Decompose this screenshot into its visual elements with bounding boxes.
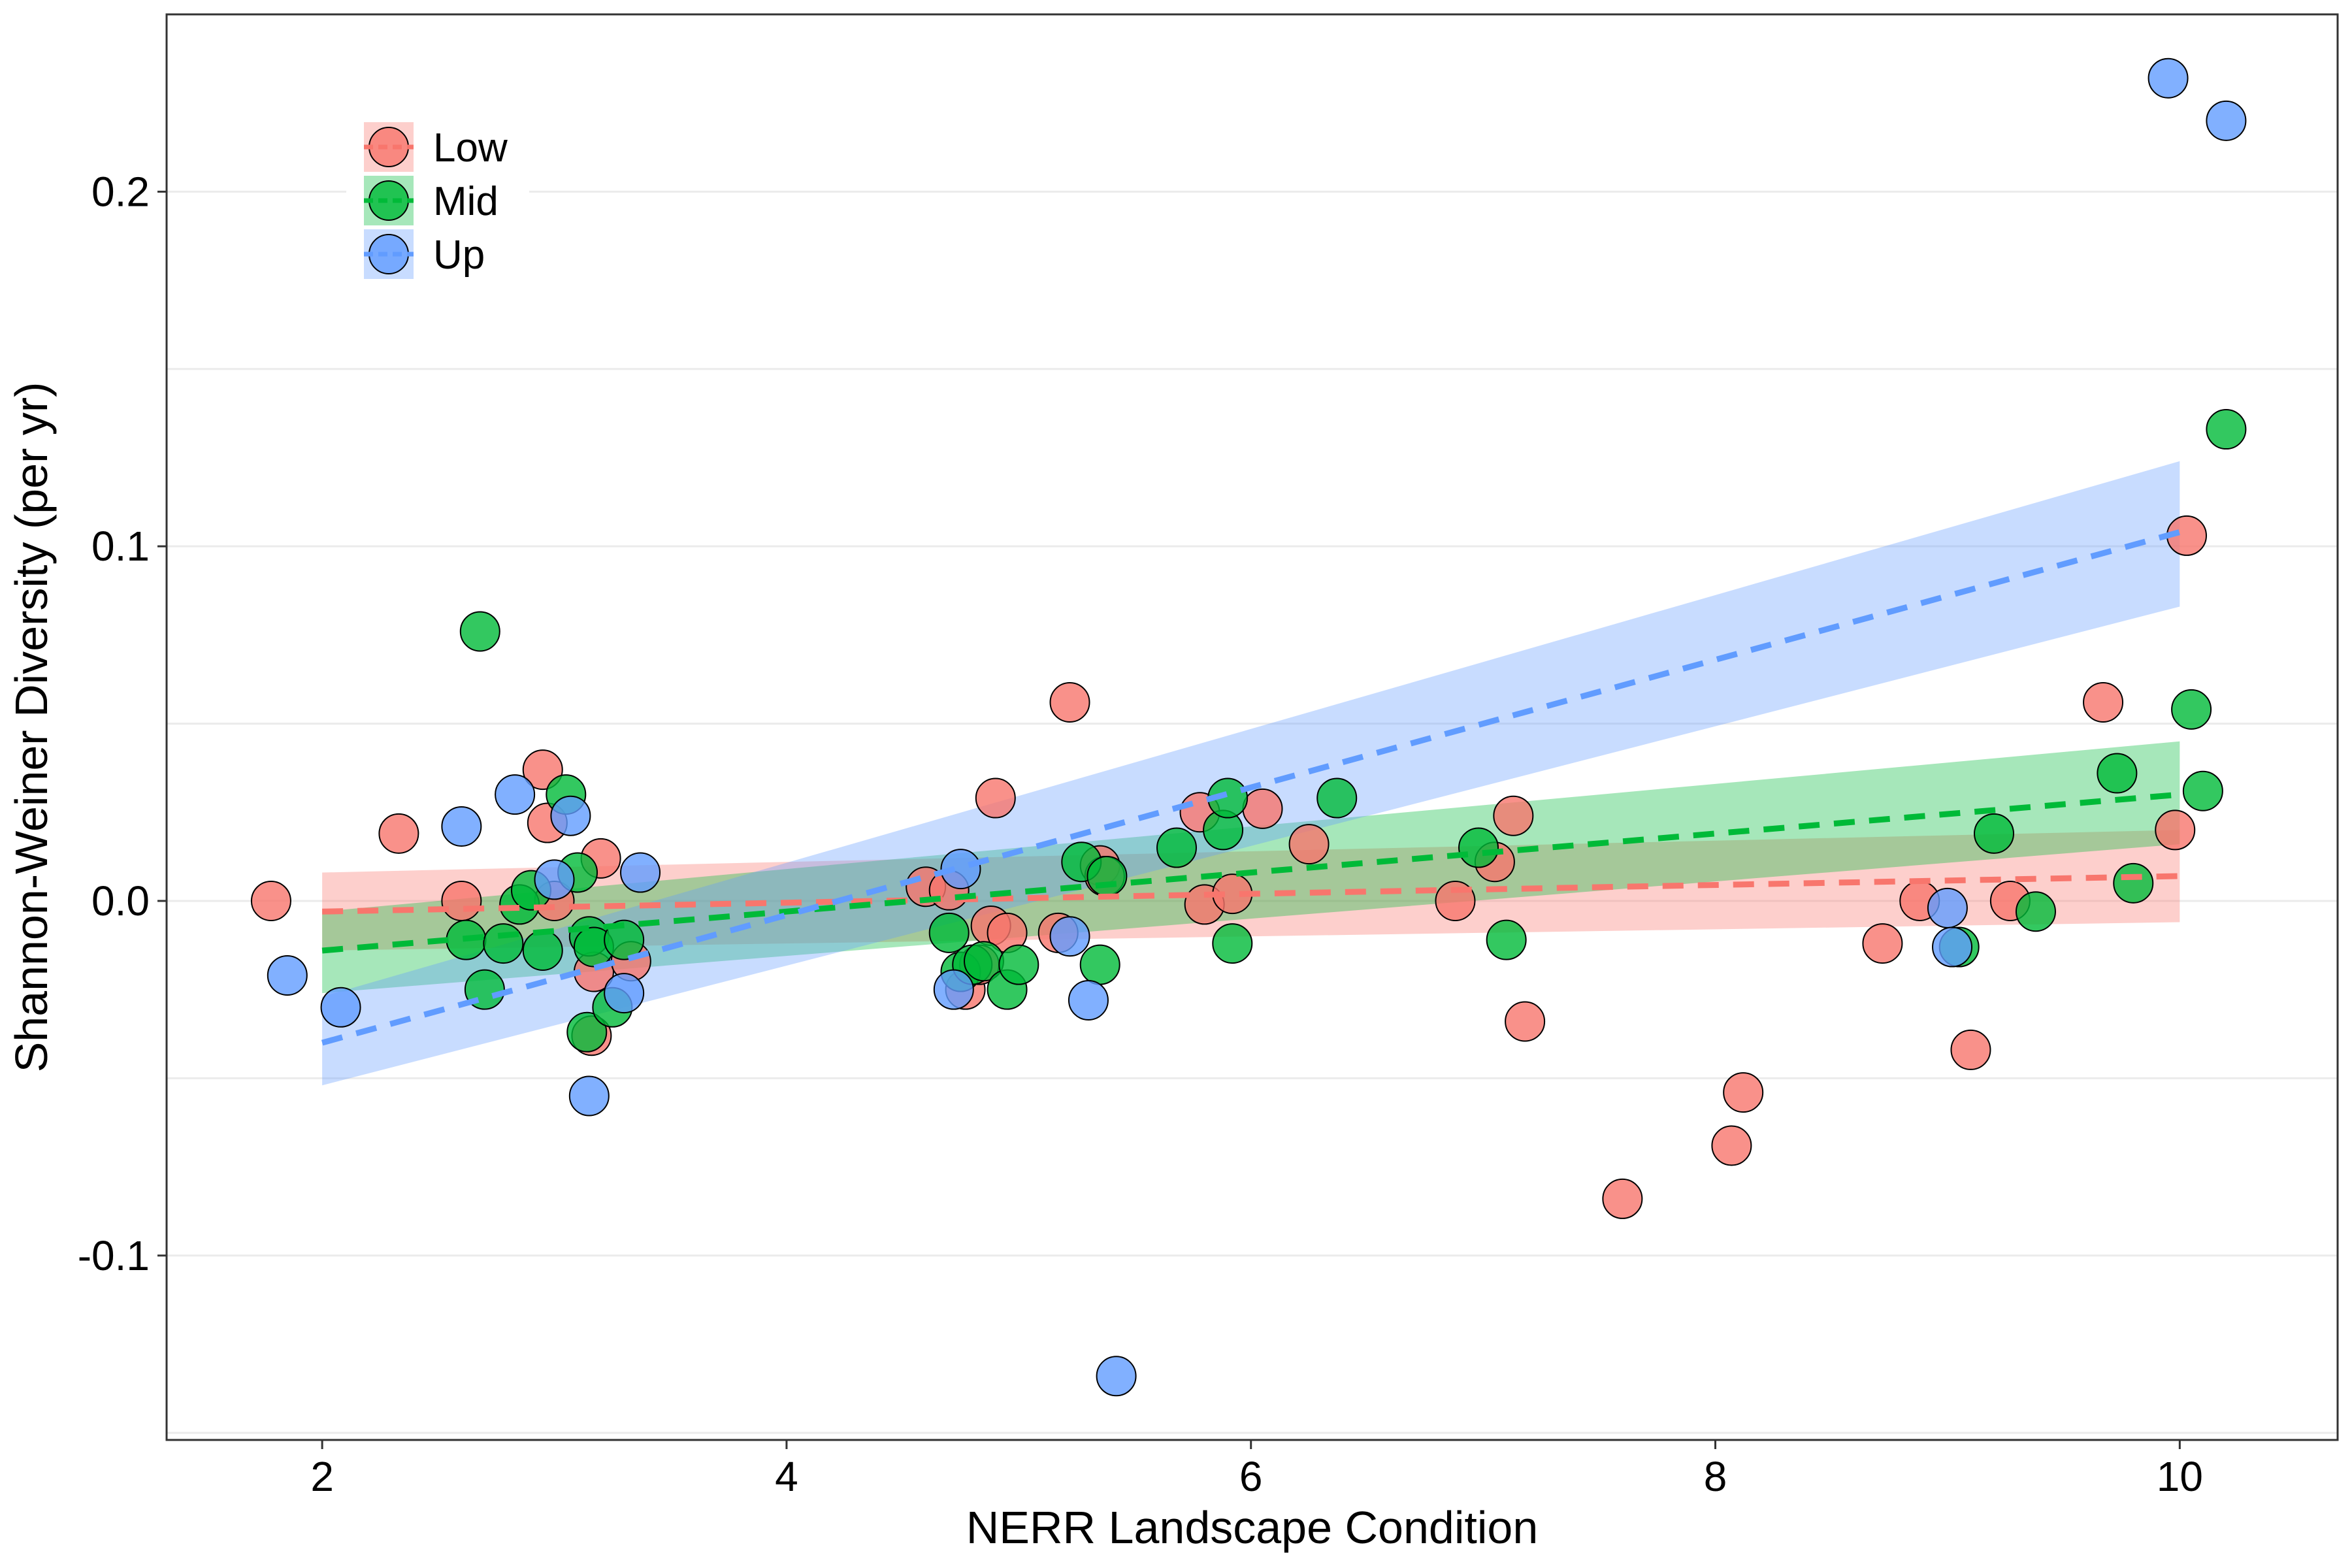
point-low: [2155, 809, 2196, 851]
point-up: [940, 849, 981, 890]
point-low: [975, 777, 1016, 819]
axes: 2 4 6 8 10 -0.1 0.0 0.1 0.2: [78, 168, 2203, 1500]
y-axis-title: Shannon-Weiner Diversity (per yr): [6, 382, 57, 1073]
point-mid: [1458, 827, 1499, 868]
point-mid: [2171, 689, 2212, 730]
y-tick-label: 0.1: [91, 523, 150, 570]
trend-lines: [321, 529, 2181, 1046]
point-mid: [1212, 923, 1253, 964]
trend-line-low: [322, 873, 2180, 915]
point-mid: [2015, 891, 2056, 932]
legend-label: Low: [433, 125, 508, 171]
point-low: [1242, 788, 1283, 829]
point-up: [495, 774, 536, 815]
legend: Low Mid Up: [346, 114, 529, 287]
point-up: [933, 969, 974, 1010]
point-up: [1049, 916, 1090, 957]
point-low: [1723, 1072, 1764, 1113]
x-tick-label: 2: [310, 1453, 334, 1500]
point-mid: [483, 923, 524, 964]
point-mid: [928, 912, 970, 953]
point-low: [1950, 1029, 1991, 1070]
point-low: [441, 880, 482, 921]
point-up: [320, 987, 361, 1028]
point-mid: [522, 930, 563, 971]
point-low: [1049, 682, 1090, 723]
plot-border: [165, 13, 2339, 1441]
legend-key-point: [368, 234, 409, 274]
point-mid: [604, 919, 645, 960]
point-mid: [1086, 855, 1128, 896]
point-mid: [2113, 862, 2154, 904]
point-mid: [1486, 919, 1527, 960]
point-up: [2206, 100, 2247, 141]
point-low: [1505, 1001, 1546, 1042]
y-tick-label: -0.1: [78, 1232, 150, 1279]
point-up: [604, 973, 645, 1014]
point-up: [441, 806, 482, 847]
point-up: [1096, 1356, 1137, 1397]
point-low: [2083, 682, 2124, 723]
point-up: [620, 852, 661, 893]
point-mid: [2097, 753, 2138, 794]
x-tick-label: 10: [2157, 1453, 2203, 1500]
point-mid: [1316, 777, 1358, 819]
ci-ribbon-up: [322, 461, 2180, 1086]
point-mid: [1974, 813, 2015, 854]
point-mid: [998, 944, 1039, 985]
legend-key-point: [368, 127, 409, 167]
point-up: [568, 1075, 610, 1117]
trend-line-up: [321, 529, 2181, 1046]
y-tick-label: 0.0: [91, 877, 150, 924]
point-up: [534, 859, 575, 900]
point-mid: [459, 611, 500, 652]
point-low: [1711, 1125, 1752, 1166]
x-tick-label: 8: [1704, 1453, 1727, 1500]
point-up: [1068, 979, 1109, 1021]
point-up: [1932, 926, 1973, 968]
legend-label: Up: [433, 233, 485, 278]
point-mid: [2182, 770, 2223, 811]
point-mid: [2206, 409, 2247, 450]
point-mid: [1079, 944, 1120, 985]
point-up: [267, 955, 308, 996]
point-low: [1862, 923, 1903, 964]
x-axis-title: NERR Landscape Condition: [966, 1502, 1539, 1553]
x-tick-label: 4: [775, 1453, 798, 1500]
legend-label: Mid: [433, 179, 498, 224]
point-up: [550, 795, 591, 836]
point-mid: [566, 1011, 608, 1053]
y-tick-label: 0.2: [91, 168, 150, 215]
point-up: [1927, 887, 1968, 928]
x-tick-label: 6: [1239, 1453, 1263, 1500]
point-low: [1602, 1178, 1643, 1219]
point-mid: [1156, 827, 1197, 868]
point-up: [2148, 57, 2189, 99]
point-low: [250, 880, 291, 921]
point-low: [378, 813, 419, 854]
point-low: [1493, 795, 1534, 836]
ci-ribbon-mid: [322, 741, 2180, 994]
legend-key-point: [368, 180, 409, 221]
point-low: [1288, 824, 1330, 865]
trend-line-mid: [321, 791, 2180, 954]
